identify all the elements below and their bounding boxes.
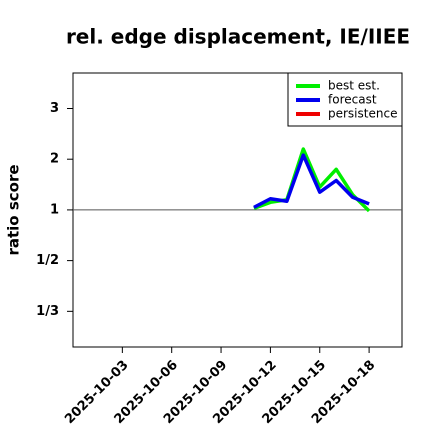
legend-label: best est. (328, 79, 380, 93)
legend-label: persistence (328, 107, 397, 121)
y-tick-label: 1 (50, 202, 59, 217)
y-tick-label: 1/2 (36, 253, 59, 268)
series-line (253, 153, 370, 209)
series-line (253, 147, 371, 213)
chart-title: rel. edge displacement, IE/IIEE (66, 25, 410, 49)
y-tick-label: 3 (50, 101, 59, 116)
y-tick-label: 1/3 (36, 304, 59, 319)
y-axis-label: ratio score (5, 164, 23, 255)
legend-label: forecast (328, 93, 377, 107)
y-tick-label: 2 (50, 152, 59, 167)
